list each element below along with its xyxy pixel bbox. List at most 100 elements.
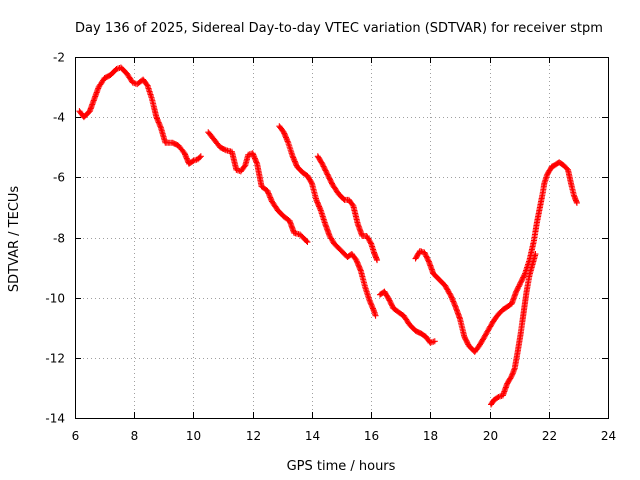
data-point-marker — [447, 291, 454, 298]
data-point-marker — [327, 177, 334, 184]
data-point-marker — [182, 152, 189, 159]
data-point-marker — [515, 283, 522, 290]
data-point-marker — [514, 286, 521, 293]
x-tick-label: 6 — [72, 429, 80, 443]
data-point-marker — [323, 168, 330, 175]
data-point-marker — [308, 179, 315, 186]
y-tick-label: -6 — [53, 171, 65, 185]
data-point-marker — [388, 301, 395, 308]
data-point-marker — [143, 81, 150, 88]
data-point-marker — [241, 163, 248, 170]
series-pass-1 — [76, 64, 204, 167]
data-point-marker — [154, 116, 161, 123]
data-point-marker — [183, 154, 190, 161]
data-point-marker — [424, 255, 431, 262]
data-point — [517, 279, 524, 286]
data-point-marker — [250, 152, 257, 159]
data-point — [372, 312, 379, 319]
data-point-marker — [357, 266, 364, 273]
data-point-marker — [449, 295, 456, 302]
y-axis-label: SDTVAR / TECUs — [7, 186, 22, 293]
y-tick-label: -10 — [45, 292, 65, 306]
data-point-marker — [303, 238, 310, 245]
series-pass-5 — [376, 288, 438, 346]
series-pass-6 — [412, 159, 580, 355]
data-point-marker — [354, 259, 361, 266]
data-point-marker — [156, 120, 163, 127]
data-point-marker — [518, 277, 525, 284]
data-point-marker — [290, 154, 297, 161]
data-point-marker — [284, 138, 291, 145]
data-point-marker — [268, 197, 275, 204]
data-point-marker — [519, 275, 526, 282]
data-point — [532, 251, 539, 258]
x-tick-label: 18 — [423, 429, 438, 443]
x-axis-label: GPS time / hours — [287, 459, 396, 474]
data-point-marker — [422, 252, 429, 259]
data-point-marker — [354, 261, 361, 268]
series-pass-3 — [276, 123, 379, 319]
data-point — [461, 333, 468, 340]
x-tick-label: 10 — [186, 429, 201, 443]
data-point-marker — [326, 175, 333, 182]
data-point-marker — [252, 156, 259, 163]
data-point-marker — [155, 119, 162, 126]
data-point — [325, 172, 332, 179]
data-point — [374, 257, 381, 264]
y-tick-label: -12 — [45, 352, 65, 366]
x-tick-label: 22 — [542, 429, 557, 443]
data-point-marker — [316, 204, 323, 211]
data-point-marker — [316, 203, 323, 210]
data-point-marker — [251, 154, 258, 161]
data-point-marker — [423, 254, 430, 261]
data-point-marker — [450, 299, 457, 306]
data-point-marker — [183, 155, 190, 162]
data-point-marker — [368, 301, 375, 308]
data-point-marker — [266, 193, 273, 200]
data-point-marker — [368, 302, 375, 309]
data-point-marker — [318, 159, 325, 166]
data-point-marker — [353, 258, 360, 265]
data-point — [153, 114, 160, 121]
data-point-marker — [450, 298, 457, 305]
data-points — [76, 64, 580, 408]
data-point-marker — [423, 253, 430, 260]
data-point-marker — [515, 284, 522, 291]
data-point-marker — [349, 201, 356, 208]
data-point-marker — [518, 278, 525, 285]
data-point-marker — [513, 287, 520, 294]
data-point-marker — [182, 151, 189, 158]
data-point-marker — [451, 301, 458, 308]
data-point-marker — [189, 158, 196, 165]
data-point-marker — [155, 118, 162, 125]
data-point — [197, 153, 204, 160]
data-point-marker — [267, 194, 274, 201]
data-point-marker — [464, 340, 471, 347]
x-tick-label: 14 — [305, 429, 320, 443]
data-point — [319, 160, 326, 167]
data-point-marker — [319, 162, 326, 169]
x-tick-label: 8 — [131, 429, 139, 443]
data-point-marker — [449, 297, 456, 304]
grid-lines — [75, 57, 608, 418]
data-point-marker — [252, 158, 259, 165]
data-point — [313, 196, 320, 203]
data-point-marker — [324, 171, 331, 178]
data-point-marker — [196, 154, 203, 161]
data-point — [304, 239, 311, 246]
data-point-marker — [314, 200, 321, 207]
data-point-marker — [251, 155, 258, 162]
x-tick-label: 24 — [601, 429, 616, 443]
chart-title: Day 136 of 2025, Sidereal Day-to-day VTE… — [75, 21, 603, 36]
data-point-marker — [184, 156, 191, 163]
data-point-marker — [250, 151, 257, 158]
series-pass-2 — [205, 129, 311, 246]
data-point-marker — [284, 137, 291, 144]
y-tick-label: -4 — [53, 111, 65, 125]
data-point-marker — [563, 165, 570, 172]
data-point-marker — [463, 338, 470, 345]
data-point — [353, 257, 360, 264]
data-point-marker — [356, 264, 363, 271]
data-point-marker — [367, 300, 374, 307]
